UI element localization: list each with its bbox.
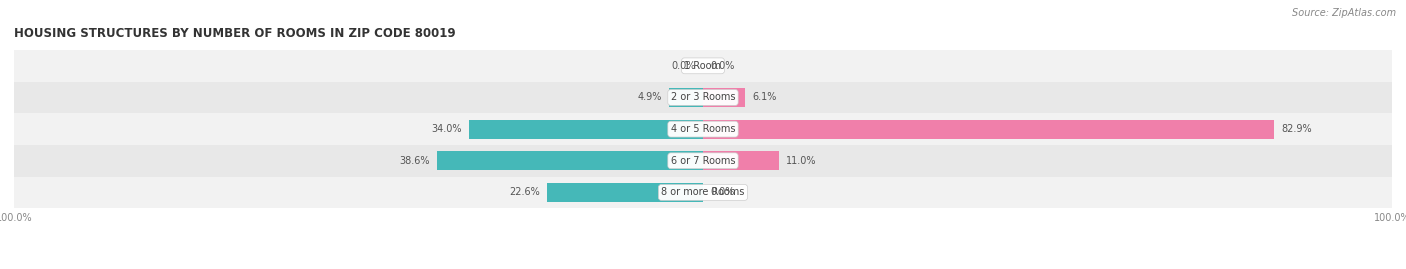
Text: Source: ZipAtlas.com: Source: ZipAtlas.com <box>1292 8 1396 18</box>
Bar <box>703 88 745 107</box>
Text: 8 or more Rooms: 8 or more Rooms <box>661 187 745 197</box>
Text: 4.9%: 4.9% <box>638 93 662 102</box>
Bar <box>14 82 1392 113</box>
Bar <box>703 120 1274 139</box>
Text: 11.0%: 11.0% <box>786 156 815 166</box>
Text: 6 or 7 Rooms: 6 or 7 Rooms <box>671 156 735 166</box>
Bar <box>703 151 779 170</box>
Text: 82.9%: 82.9% <box>1281 124 1312 134</box>
Bar <box>14 113 1392 145</box>
Bar <box>14 50 1392 82</box>
Text: 0.0%: 0.0% <box>710 61 734 71</box>
Bar <box>14 145 1392 176</box>
Bar <box>437 151 703 170</box>
Bar <box>14 176 1392 208</box>
Text: 0.0%: 0.0% <box>710 187 734 197</box>
Text: 4 or 5 Rooms: 4 or 5 Rooms <box>671 124 735 134</box>
Text: 22.6%: 22.6% <box>509 187 540 197</box>
Text: 0.0%: 0.0% <box>672 61 696 71</box>
Text: 38.6%: 38.6% <box>399 156 430 166</box>
Text: 34.0%: 34.0% <box>432 124 463 134</box>
Bar <box>669 88 703 107</box>
Text: 6.1%: 6.1% <box>752 93 776 102</box>
Text: 1 Room: 1 Room <box>685 61 721 71</box>
Text: 2 or 3 Rooms: 2 or 3 Rooms <box>671 93 735 102</box>
Bar <box>547 183 703 202</box>
Text: HOUSING STRUCTURES BY NUMBER OF ROOMS IN ZIP CODE 80019: HOUSING STRUCTURES BY NUMBER OF ROOMS IN… <box>14 27 456 40</box>
Bar <box>468 120 703 139</box>
